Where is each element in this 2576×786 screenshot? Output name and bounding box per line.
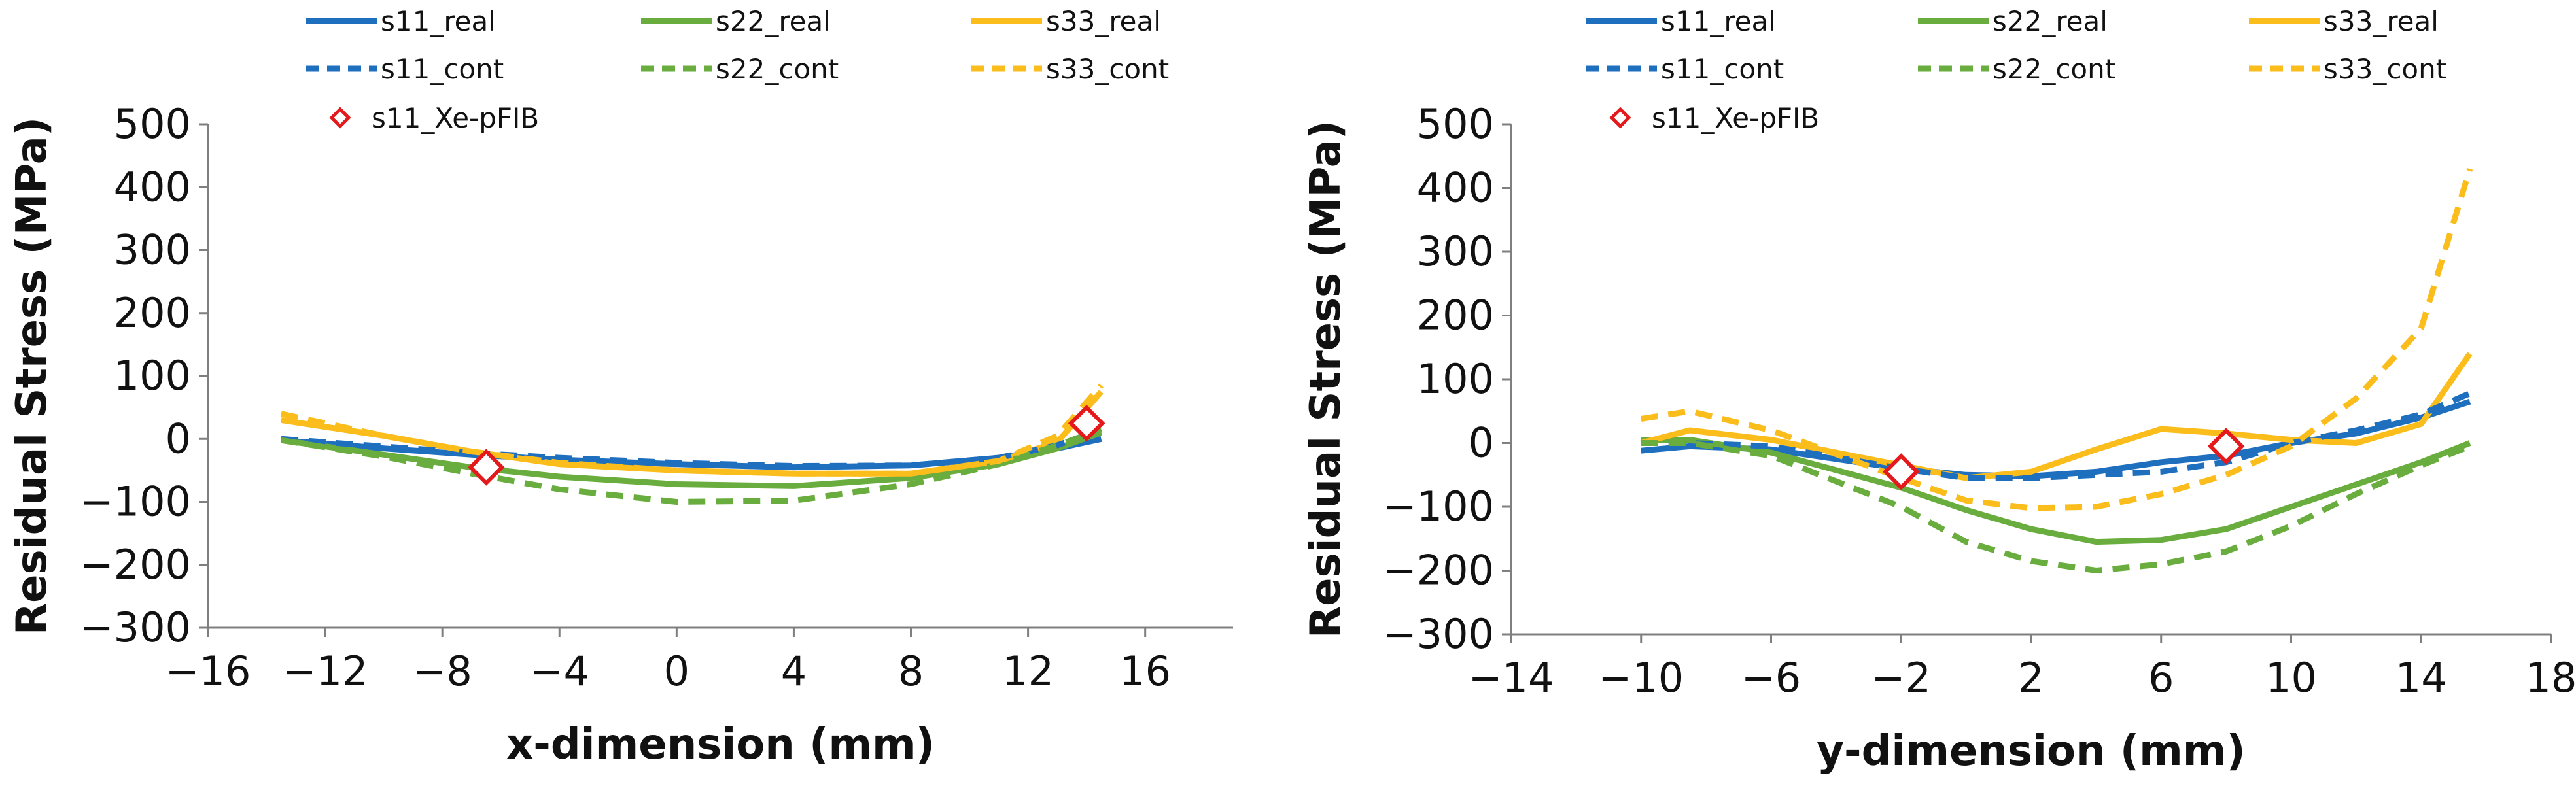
x-tick-label: 4: [781, 647, 807, 695]
y-tick-label: 100: [114, 352, 191, 400]
x-tick-label: 6: [2148, 654, 2174, 702]
legend-label: s33_cont: [1046, 53, 1169, 85]
x-tick-label: −12: [283, 647, 368, 695]
y-tick-label: 400: [1417, 164, 1494, 212]
legend-item: s22_real: [641, 5, 831, 37]
plot-area: [1640, 167, 2473, 573]
axes: −300 −200 −100 0 100 200 300 400 500 −14 −10 −6 −2 2 6…: [1383, 100, 2576, 702]
axes: −300 −200 −100 0 100 200 300 400 500 −16 −12 −8 −4 0 4…: [80, 100, 1233, 695]
legend-item: s11_real: [306, 5, 496, 37]
x-tick-label: −14: [1469, 654, 1554, 702]
legend-swatch: [329, 107, 351, 129]
series-line-s22-real: [1641, 437, 2471, 545]
x-tick-label: −8: [412, 647, 472, 695]
y-axis-title: Residual Stress (MPa): [8, 117, 56, 635]
y-tick-label: 100: [1417, 355, 1494, 403]
legend-label: s33_cont: [2324, 53, 2446, 85]
legend: s11_real s22_real s33_real s11_cont s22_cont…: [1586, 5, 2446, 134]
y-tick-label: 200: [1417, 292, 1494, 339]
y-tick-label: −100: [80, 478, 191, 526]
series-line-s33-cont: [1641, 167, 2473, 511]
legend-label: s11_cont: [1661, 53, 1784, 85]
legend-label: s11_Xe-pFIB: [372, 102, 539, 134]
x-tick-label: −4: [530, 647, 589, 695]
legend-item: s11_real: [1586, 5, 1776, 37]
legend-label: s22_real: [716, 5, 831, 37]
legend-item: s22_real: [1918, 5, 2108, 37]
legend-label: s11_real: [1661, 5, 1776, 37]
marker-point: [1883, 453, 1920, 490]
y-tick-label: 500: [1417, 100, 1494, 148]
series-line-s33-cont: [280, 383, 1104, 477]
legend-swatch: [1609, 107, 1631, 129]
series-line-s11-real: [1641, 398, 2471, 479]
y-tick-label: 500: [114, 100, 191, 148]
x-tick-label: 12: [1002, 647, 1054, 695]
y-tick-label: −200: [80, 541, 191, 589]
legend-item: s33_real: [2249, 5, 2439, 37]
x-tick-label: 0: [664, 647, 689, 695]
legend-item: s22_cont: [1918, 53, 2115, 85]
y-tick-label: −100: [1383, 483, 1494, 530]
x-tick-label: −16: [165, 647, 251, 695]
legend-item: s33_cont: [2249, 53, 2446, 85]
y-tick-label: 200: [114, 289, 191, 337]
y-tick-label: −200: [1383, 547, 1494, 594]
y-tick-label: 0: [165, 415, 191, 462]
legend-label: s22_cont: [716, 53, 839, 85]
x-axis-title: x-dimension (mm): [506, 721, 935, 769]
marker-point: [468, 449, 505, 486]
x-tick-label: 16: [1119, 647, 1171, 695]
legend-item: s11_Xe-pFIB: [1609, 102, 1819, 134]
x-tick-label: −6: [1741, 654, 1801, 702]
legend-item: s11_cont: [306, 53, 504, 85]
legend-item: s33_cont: [971, 53, 1169, 85]
y-tick-label: −300: [1383, 610, 1494, 658]
y-tick-label: 0: [1469, 419, 1494, 467]
legend-label: s11_Xe-pFIB: [1652, 102, 1819, 134]
plot-area: [280, 383, 1105, 505]
x-tick-label: 8: [898, 647, 924, 695]
y-tick-label: 300: [1417, 228, 1494, 275]
x-tick-label: 18: [2526, 654, 2576, 702]
legend-label: s33_real: [1046, 5, 1161, 37]
x-tick-label: 10: [2265, 654, 2317, 702]
x-tick-label: 2: [2018, 654, 2044, 702]
series-line-s22-cont: [281, 426, 1103, 505]
chart-2: −300 −200 −100 0 100 200 300 400 500 −14 −10 −6 −2 2 6…: [1302, 5, 2576, 776]
legend: s11_real s22_real s33_real s11_cont s22_cont…: [306, 5, 1169, 134]
y-tick-label: 400: [114, 163, 191, 211]
legend-label: s33_real: [2324, 5, 2439, 37]
legend-item: s22_cont: [641, 53, 839, 85]
series-line-s22-cont: [1641, 440, 2471, 573]
y-tick-label: 300: [114, 226, 191, 274]
legend-item: s11_cont: [1586, 53, 1784, 85]
series-line-s33-real: [1640, 352, 2473, 481]
y-tick-label: −300: [80, 604, 191, 651]
legend-label: s22_real: [1993, 5, 2108, 37]
marker-point: [2207, 428, 2245, 465]
marker-point: [1068, 404, 1105, 442]
y-axis-title: Residual Stress (MPa): [1302, 120, 1350, 638]
legend-label: s11_cont: [381, 53, 504, 85]
x-tick-label: 14: [2395, 654, 2447, 702]
series-line-s11-cont: [1641, 390, 2471, 481]
legend-label: s11_real: [381, 5, 496, 37]
legend-label: s22_cont: [1993, 53, 2115, 85]
legend-item: s33_real: [971, 5, 1161, 37]
x-tick-label: −10: [1598, 654, 1684, 702]
x-tick-label: −2: [1871, 654, 1931, 702]
legend-item: s11_Xe-pFIB: [329, 102, 539, 134]
chart-1: −300 −200 −100 0 100 200 300 400 500 −16 −12 −8 −4 0 4…: [8, 5, 1233, 769]
x-axis-title: y-dimension (mm): [1817, 727, 2245, 776]
